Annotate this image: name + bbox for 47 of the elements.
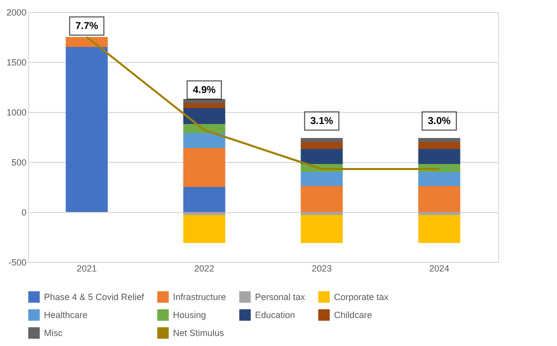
bar (418, 172, 460, 186)
bar (300, 142, 343, 149)
legend-label: Net Stimulus (173, 328, 225, 338)
bar (183, 103, 226, 108)
legend-label: Infrastructure (173, 292, 226, 302)
bar (418, 142, 460, 149)
y-tick-label: 500 (11, 158, 26, 168)
y-tick-label: 1500 (6, 58, 26, 68)
bar (418, 215, 460, 243)
y-tick-label: 0 (21, 208, 26, 218)
bar (418, 149, 460, 164)
y-tick-label: -500 (8, 258, 26, 268)
x-tick-label: 2024 (429, 264, 450, 274)
bar (300, 149, 343, 164)
legend-label: Housing (173, 310, 206, 320)
bar (300, 186, 343, 212)
legend-label: Phase 4 & 5 Covid Relief (44, 292, 145, 302)
annotation: 4.9% (192, 85, 216, 96)
bar (418, 212, 460, 215)
bar (300, 212, 343, 215)
legend-label: Misc (44, 328, 63, 338)
bar (183, 212, 226, 215)
bar (183, 133, 226, 148)
bar (183, 187, 226, 212)
bar (66, 47, 108, 212)
legend-label: Childcare (334, 310, 372, 320)
x-tick-label: 2021 (76, 264, 97, 274)
legend-label: Corporate tax (334, 292, 390, 302)
bar (183, 215, 226, 243)
x-tick-label: 2023 (312, 264, 332, 274)
annotation: 3.0% (428, 116, 451, 127)
bar (183, 108, 226, 124)
legend-label: Education (255, 310, 296, 320)
y-tick-label: 2000 (6, 8, 26, 18)
bar (300, 172, 343, 186)
annotation: 7.7% (75, 21, 98, 32)
legend-label: Personal tax (255, 292, 306, 302)
y-tick-label: 1000 (6, 108, 26, 118)
bar (418, 186, 460, 212)
bar (183, 148, 226, 187)
annotation: 3.1% (310, 116, 334, 127)
bar (300, 215, 343, 243)
bar (183, 124, 226, 133)
bar (300, 138, 343, 142)
x-tick-label: 2022 (194, 264, 214, 274)
bar (418, 138, 460, 142)
legend-label: Healthcare (44, 310, 88, 320)
